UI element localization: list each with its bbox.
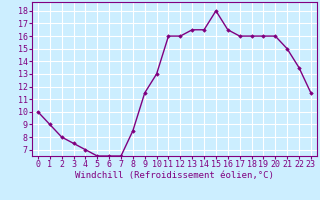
X-axis label: Windchill (Refroidissement éolien,°C): Windchill (Refroidissement éolien,°C)	[75, 171, 274, 180]
